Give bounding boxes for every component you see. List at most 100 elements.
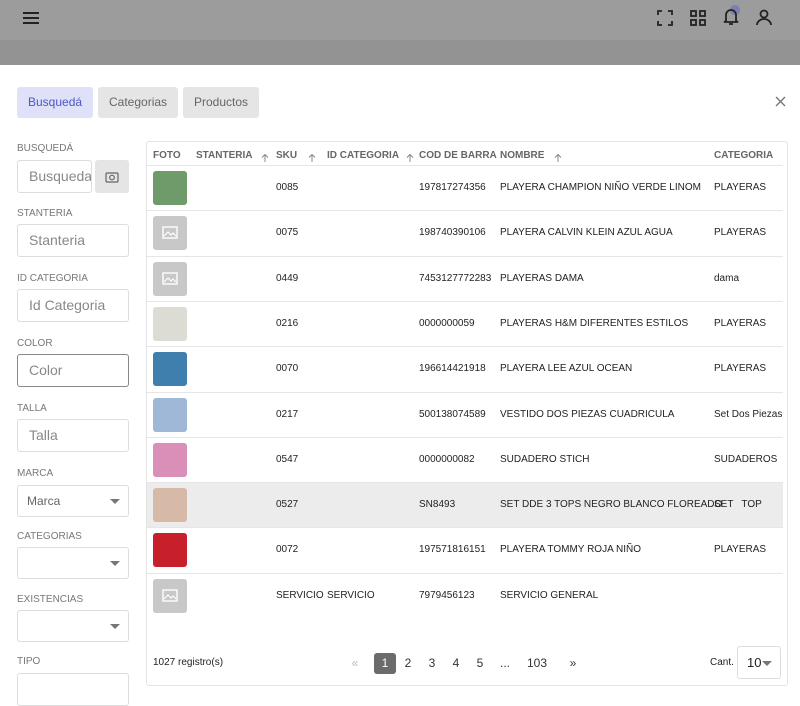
cell-barcode: 7453127772283 [419, 272, 492, 284]
page-size-value: 10 [747, 655, 762, 670]
column-header: NOMBRE [500, 150, 545, 161]
select[interactable]: Marca [17, 485, 129, 517]
page-button[interactable]: 3 [428, 656, 436, 670]
table-row[interactable]: 0075 198740390106 PLAYERA CALVIN KLEIN AZU… [147, 210, 783, 255]
column-header: STANTERIA [196, 150, 253, 161]
select[interactable] [17, 547, 129, 579]
filter-label: CATEGORIAS [17, 531, 82, 542]
input[interactable]: Busqueda [17, 160, 92, 193]
photo-placeholder [153, 261, 187, 296]
page-size-select[interactable]: 10 [737, 646, 781, 679]
table-row[interactable]: 0085 197817274356 PLAYERA CHAMPION NIÑO VE… [147, 165, 783, 210]
filter-label: BUSQUEDÁ [17, 143, 74, 154]
cell-sku: 0217 [276, 408, 299, 420]
cell-sku: 0085 [276, 182, 299, 193]
user-icon[interactable] [756, 9, 772, 27]
sort-icon[interactable] [308, 150, 316, 168]
fullscreen-icon[interactable] [657, 10, 673, 26]
tab[interactable]: Productos [183, 87, 260, 118]
photo-placeholder [153, 578, 187, 613]
cell-categoria: PLAYERAS [714, 317, 767, 329]
table-row[interactable]: 0527 SN8493 SET DDE 3 TOPS NEGRO BLANCO FL… [147, 482, 783, 528]
cell-barcode: 7979456123 [419, 589, 475, 601]
cell-categoria: PLAYERAS [714, 182, 767, 193]
product-photo [153, 171, 187, 205]
select[interactable] [17, 610, 129, 642]
tab[interactable]: Categorias [98, 87, 179, 118]
product-photo [153, 352, 187, 387]
cell-categoria: PLAYERAS [714, 363, 767, 375]
cell-sku: 0547 [276, 453, 299, 465]
page-button[interactable]: ... [499, 656, 510, 670]
cell-name: PLAYERAS H&M DIFERENTES ESTILOS [500, 317, 689, 329]
filter-label: ID CATEGORIA [17, 273, 88, 284]
page-button[interactable]: « [351, 656, 359, 670]
modal [0, 65, 800, 686]
cell-barcode: 196614421918 [419, 363, 486, 375]
table-row[interactable]: 0072 197571816151 PLAYERA TOMMY ROJA NIÑO P… [147, 527, 783, 572]
column-header: SKU [276, 150, 298, 161]
cell-barcode: 500138074589 [419, 408, 486, 420]
sort-icon[interactable] [261, 150, 269, 168]
cell-sku: SERVICIO [276, 589, 324, 601]
input[interactable]: Color [17, 354, 129, 387]
page-button[interactable]: 1 [374, 653, 396, 674]
product-photo [153, 533, 187, 568]
filter-label: MARCA [17, 468, 54, 479]
input[interactable]: Talla [17, 419, 129, 452]
sort-icon[interactable] [406, 150, 414, 168]
column-header: ID CATEGORIA [327, 150, 400, 161]
bell-icon[interactable] [722, 4, 742, 26]
cell-barcode: 198740390106 [419, 227, 486, 239]
table-row[interactable]: SERVICIO SERVICIO 7979456123 SERVICIO GENER… [147, 572, 783, 618]
product-photo [153, 306, 187, 341]
cell-barcode: SN8493 [419, 499, 456, 511]
page-button[interactable]: 2 [404, 656, 412, 670]
cell-name: SERVICIO GENERAL [500, 589, 599, 601]
table-row[interactable]: 0547 0000000082 SUDADERO STICH SUDADEROS [147, 436, 783, 482]
cell-id-categoria: SERVICIO [327, 589, 375, 601]
page-button[interactable]: 4 [452, 656, 460, 670]
top-bar [0, 0, 800, 40]
page-button[interactable]: 5 [476, 656, 484, 670]
table-row[interactable]: 0216 0000000059 PLAYERAS H&M DIFERENTES ES… [147, 300, 783, 346]
cell-name: PLAYERA TOMMY ROJA NIÑO [500, 544, 641, 556]
camera-button[interactable] [95, 160, 129, 193]
column-header: COD DE BARRA [419, 150, 497, 161]
table-body: 0085 197817274356 PLAYERA CHAMPION NIÑO VE… [147, 165, 787, 625]
cell-sku: 0216 [276, 317, 299, 329]
photo-placeholder [153, 216, 187, 251]
sort-icon[interactable] [554, 150, 562, 168]
record-count: 1027 registro(s) [153, 657, 224, 668]
product-photo [153, 397, 187, 432]
page-button[interactable]: 103 [526, 656, 548, 670]
table-row[interactable]: 0449 7453127772283 PLAYERAS DAMA dama [147, 255, 783, 301]
tab[interactable]: Busquedá [17, 87, 94, 118]
cell-barcode: 0000000082 [419, 453, 475, 465]
column-header: CATEGORIA [714, 150, 774, 161]
cell-name: PLAYERA CHAMPION NIÑO VERDE LINOM [500, 182, 701, 193]
cell-barcode: 197571816151 [419, 544, 486, 556]
input[interactable]: Id Categoria [17, 289, 129, 322]
filter-label: TIPO [17, 656, 41, 667]
cell-barcode: 197817274356 [419, 182, 486, 193]
page-size-label: Cant. [710, 657, 734, 668]
filter-label: STANTERIA [17, 208, 73, 219]
input[interactable] [17, 673, 129, 706]
cell-sku: 0449 [276, 272, 299, 284]
page-button[interactable]: » [569, 656, 577, 670]
cell-name: PLAYERA LEE AZUL OCEAN [500, 363, 633, 375]
table-row[interactable]: 0070 196614421918 PLAYERA LEE AZUL OCEAN PL… [147, 346, 783, 391]
cell-categoria: SUDADEROS [714, 453, 778, 465]
cell-categoria: PLAYERAS [714, 227, 767, 239]
input[interactable]: Stanteria [17, 224, 129, 257]
product-photo [153, 488, 187, 523]
close-button[interactable] [775, 96, 786, 107]
cell-categoria: SET TOP [714, 499, 762, 511]
apps-icon[interactable] [690, 10, 706, 26]
menu-icon[interactable] [22, 10, 40, 26]
table-row[interactable]: 0217 500138074589 VESTIDO DOS PIEZAS CUADR… [147, 391, 783, 437]
cell-name: PLAYERA CALVIN KLEIN AZUL AGUA [500, 227, 673, 239]
cell-sku: 0072 [276, 544, 299, 556]
